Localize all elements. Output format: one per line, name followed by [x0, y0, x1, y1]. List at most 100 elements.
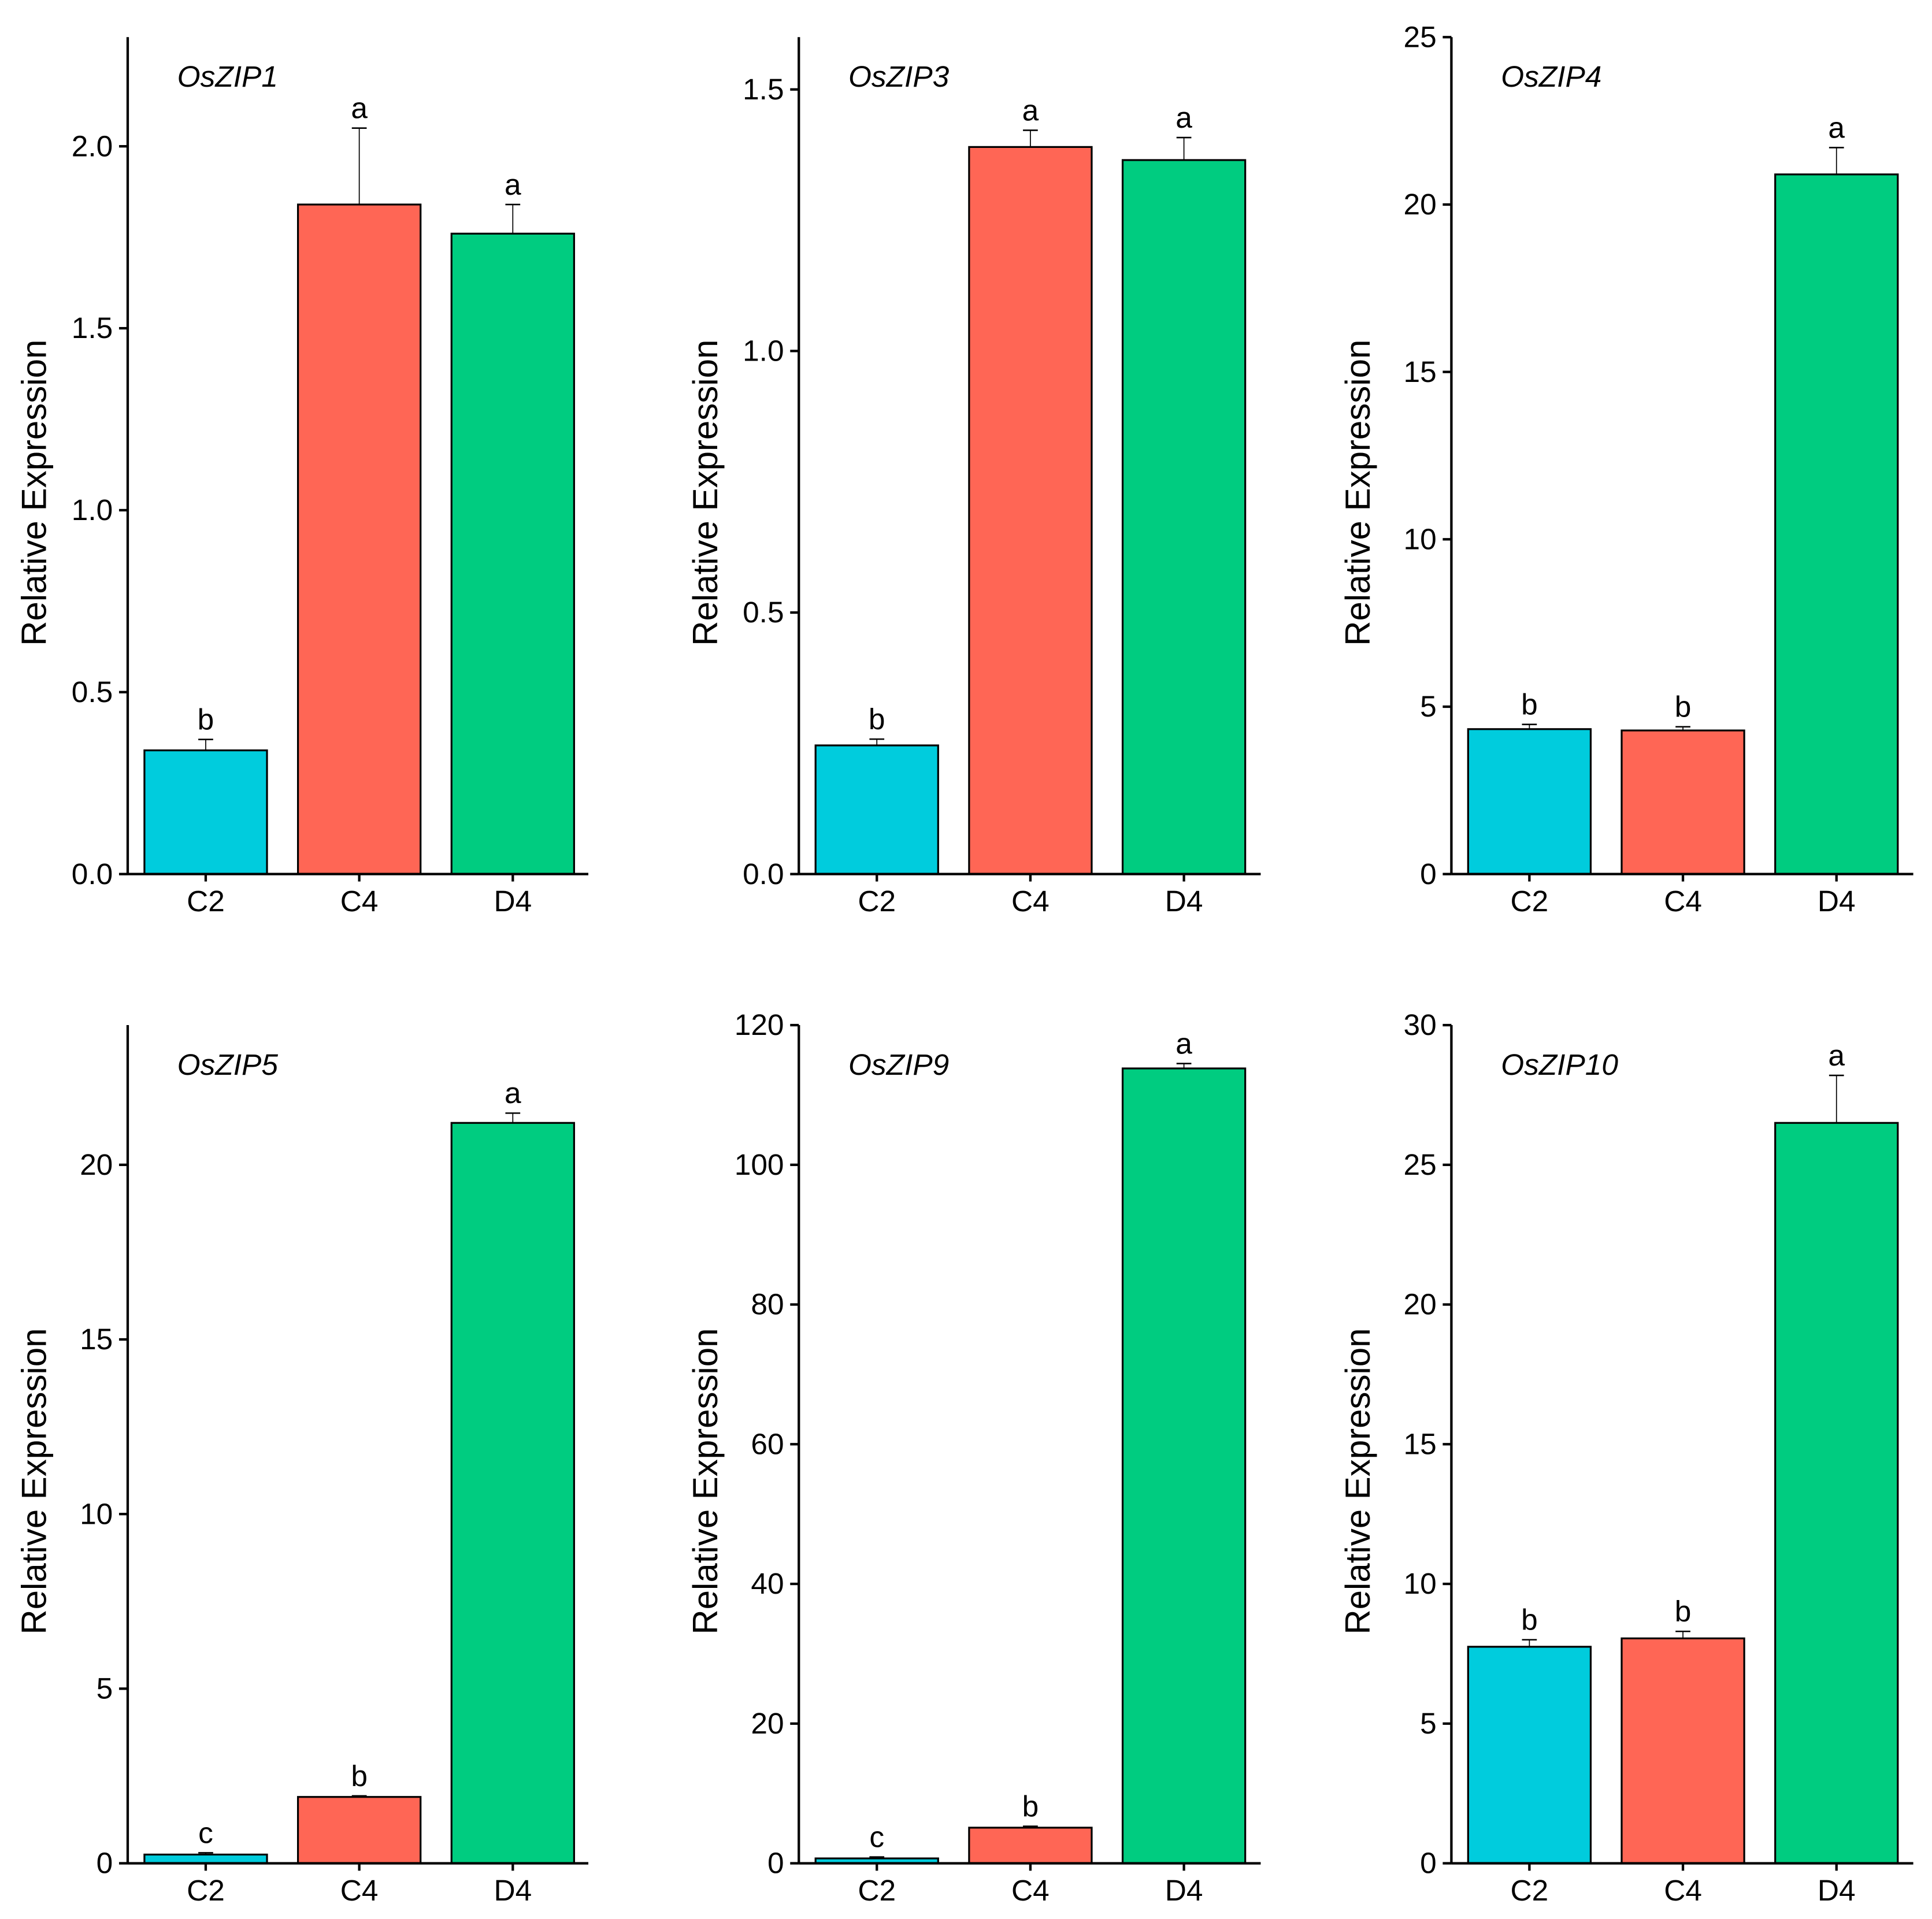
- chart-panel-OsZIP1: b C2 a C4 a D4 0.0 0.5 1.0 1.5 2.0 OsZIP1 Relative E…: [15, 37, 589, 918]
- y-tick-label: 1.5: [72, 311, 113, 344]
- y-tick-label: 20: [751, 1706, 784, 1740]
- y-tick-label: 30: [1403, 1008, 1436, 1041]
- y-tick-label: 20: [1403, 1287, 1436, 1321]
- chart-panel-OsZIP3: b C2 a C4 a D4 0.0 0.5 1.0 1.5 OsZIP3 Relative Expr…: [686, 37, 1261, 918]
- significance-letter: b: [351, 1759, 368, 1792]
- chart-title: OsZIP10: [1501, 1048, 1618, 1081]
- bar-C2: [814, 744, 939, 875]
- bar-C2: [143, 749, 268, 875]
- chart-title: OsZIP5: [177, 1048, 279, 1081]
- chart-panel-OsZIP10: b C2 b C4 a D4 0 5 10 15 20 25 30 OsZIP10 Relative Exp…: [1338, 1008, 1914, 1907]
- y-tick-label: 0: [767, 1846, 784, 1880]
- y-axis-label: Relative Expression: [686, 340, 725, 646]
- y-tick-label: 0.5: [743, 595, 784, 629]
- y-axis-label: Relative Expression: [1338, 1328, 1377, 1635]
- significance-letter: a: [1828, 1038, 1845, 1072]
- bar-D4: [1774, 173, 1899, 875]
- y-tick-label: 1.0: [72, 493, 113, 526]
- x-tick-label: C2: [187, 884, 225, 918]
- significance-letter: c: [869, 1820, 884, 1854]
- chart-title: OsZIP9: [848, 1048, 949, 1081]
- bar-C2: [143, 1853, 268, 1865]
- significance-letter: c: [198, 1816, 213, 1849]
- y-tick-label: 5: [1420, 689, 1437, 723]
- y-tick-label: 10: [1403, 1567, 1436, 1600]
- bar-D4: [450, 232, 575, 875]
- y-tick-label: 1.0: [743, 334, 784, 368]
- y-tick-label: 20: [1403, 187, 1436, 221]
- bar-C2: [1467, 728, 1592, 875]
- bar-C4: [968, 146, 1093, 875]
- y-tick-label: 0: [97, 1846, 113, 1880]
- bar-C4: [1620, 729, 1745, 875]
- y-tick-label: 15: [80, 1322, 113, 1356]
- bar-C4: [296, 203, 422, 875]
- x-tick-label: D4: [494, 1873, 532, 1907]
- bar-D4: [450, 1122, 575, 1865]
- bar-C4: [1620, 1637, 1745, 1865]
- chart-title: OsZIP1: [177, 60, 278, 93]
- x-tick-label: C2: [187, 1873, 225, 1907]
- y-tick-label: 25: [1403, 20, 1436, 53]
- y-axis-label: Relative Expression: [15, 340, 54, 646]
- significance-letter: b: [869, 702, 885, 736]
- y-tick-label: 100: [735, 1148, 784, 1181]
- y-tick-label: 20: [80, 1148, 113, 1181]
- y-tick-label: 5: [1420, 1706, 1437, 1740]
- x-tick-label: C4: [1664, 884, 1702, 918]
- y-tick-label: 25: [1403, 1148, 1436, 1181]
- x-tick-label: C2: [858, 1873, 896, 1907]
- x-tick-label: D4: [1165, 884, 1203, 918]
- significance-letter: b: [1521, 688, 1538, 721]
- x-tick-label: D4: [1818, 1873, 1856, 1907]
- x-tick-label: C4: [340, 884, 379, 918]
- significance-letter: b: [1675, 690, 1692, 723]
- significance-letter: a: [1175, 101, 1192, 134]
- significance-letter: a: [1022, 93, 1039, 127]
- significance-letter: b: [1675, 1594, 1692, 1628]
- y-tick-label: 80: [751, 1287, 784, 1321]
- x-tick-label: D4: [1165, 1873, 1203, 1907]
- x-tick-label: C2: [1511, 884, 1549, 918]
- bar-C4: [968, 1827, 1093, 1865]
- y-tick-label: 5: [97, 1672, 113, 1705]
- y-tick-label: 0.5: [72, 675, 113, 708]
- significance-letter: b: [198, 703, 214, 736]
- y-tick-label: 60: [751, 1427, 784, 1460]
- significance-letter: b: [1521, 1603, 1538, 1636]
- chart-title: OsZIP4: [1501, 60, 1601, 93]
- x-tick-label: D4: [1818, 884, 1856, 918]
- bar-D4: [1121, 159, 1247, 875]
- significance-letter: a: [1828, 110, 1845, 144]
- chart-panel-OsZIP4: b C2 b C4 a D4 0 5 10 15 20 25 OsZIP4 Relative Expres…: [1338, 20, 1914, 918]
- significance-letter: a: [351, 91, 368, 125]
- y-tick-label: 1.5: [743, 72, 784, 106]
- x-tick-label: C4: [340, 1873, 379, 1907]
- x-tick-label: C2: [858, 884, 896, 918]
- y-tick-label: 15: [1403, 1427, 1436, 1460]
- y-tick-label: 0: [1420, 1846, 1437, 1880]
- y-tick-label: 2.0: [72, 129, 113, 162]
- y-axis-label: Relative Expression: [15, 1328, 54, 1635]
- bar-D4: [1121, 1067, 1247, 1865]
- y-tick-label: 0.0: [743, 857, 784, 890]
- y-axis-label: Relative Expression: [686, 1328, 725, 1635]
- y-tick-label: 15: [1403, 355, 1436, 388]
- chart-panel-OsZIP5: c C2 b C4 a D4 0 5 10 15 20 OsZIP5 Relative Expressi…: [15, 1025, 589, 1907]
- y-tick-label: 10: [80, 1497, 113, 1530]
- y-tick-label: 0.0: [72, 857, 113, 890]
- x-tick-label: C4: [1011, 1873, 1050, 1907]
- significance-letter: a: [505, 1076, 521, 1109]
- bar-D4: [1774, 1122, 1899, 1865]
- significance-letter: a: [1175, 1026, 1192, 1060]
- y-tick-label: 0: [1420, 857, 1437, 890]
- significance-letter: a: [505, 168, 521, 201]
- x-tick-label: C4: [1664, 1873, 1702, 1907]
- bar-C2: [1467, 1646, 1592, 1865]
- y-axis-label: Relative Expression: [1338, 340, 1377, 646]
- x-tick-label: C2: [1511, 1873, 1549, 1907]
- y-tick-label: 40: [751, 1567, 784, 1600]
- significance-letter: b: [1022, 1789, 1039, 1823]
